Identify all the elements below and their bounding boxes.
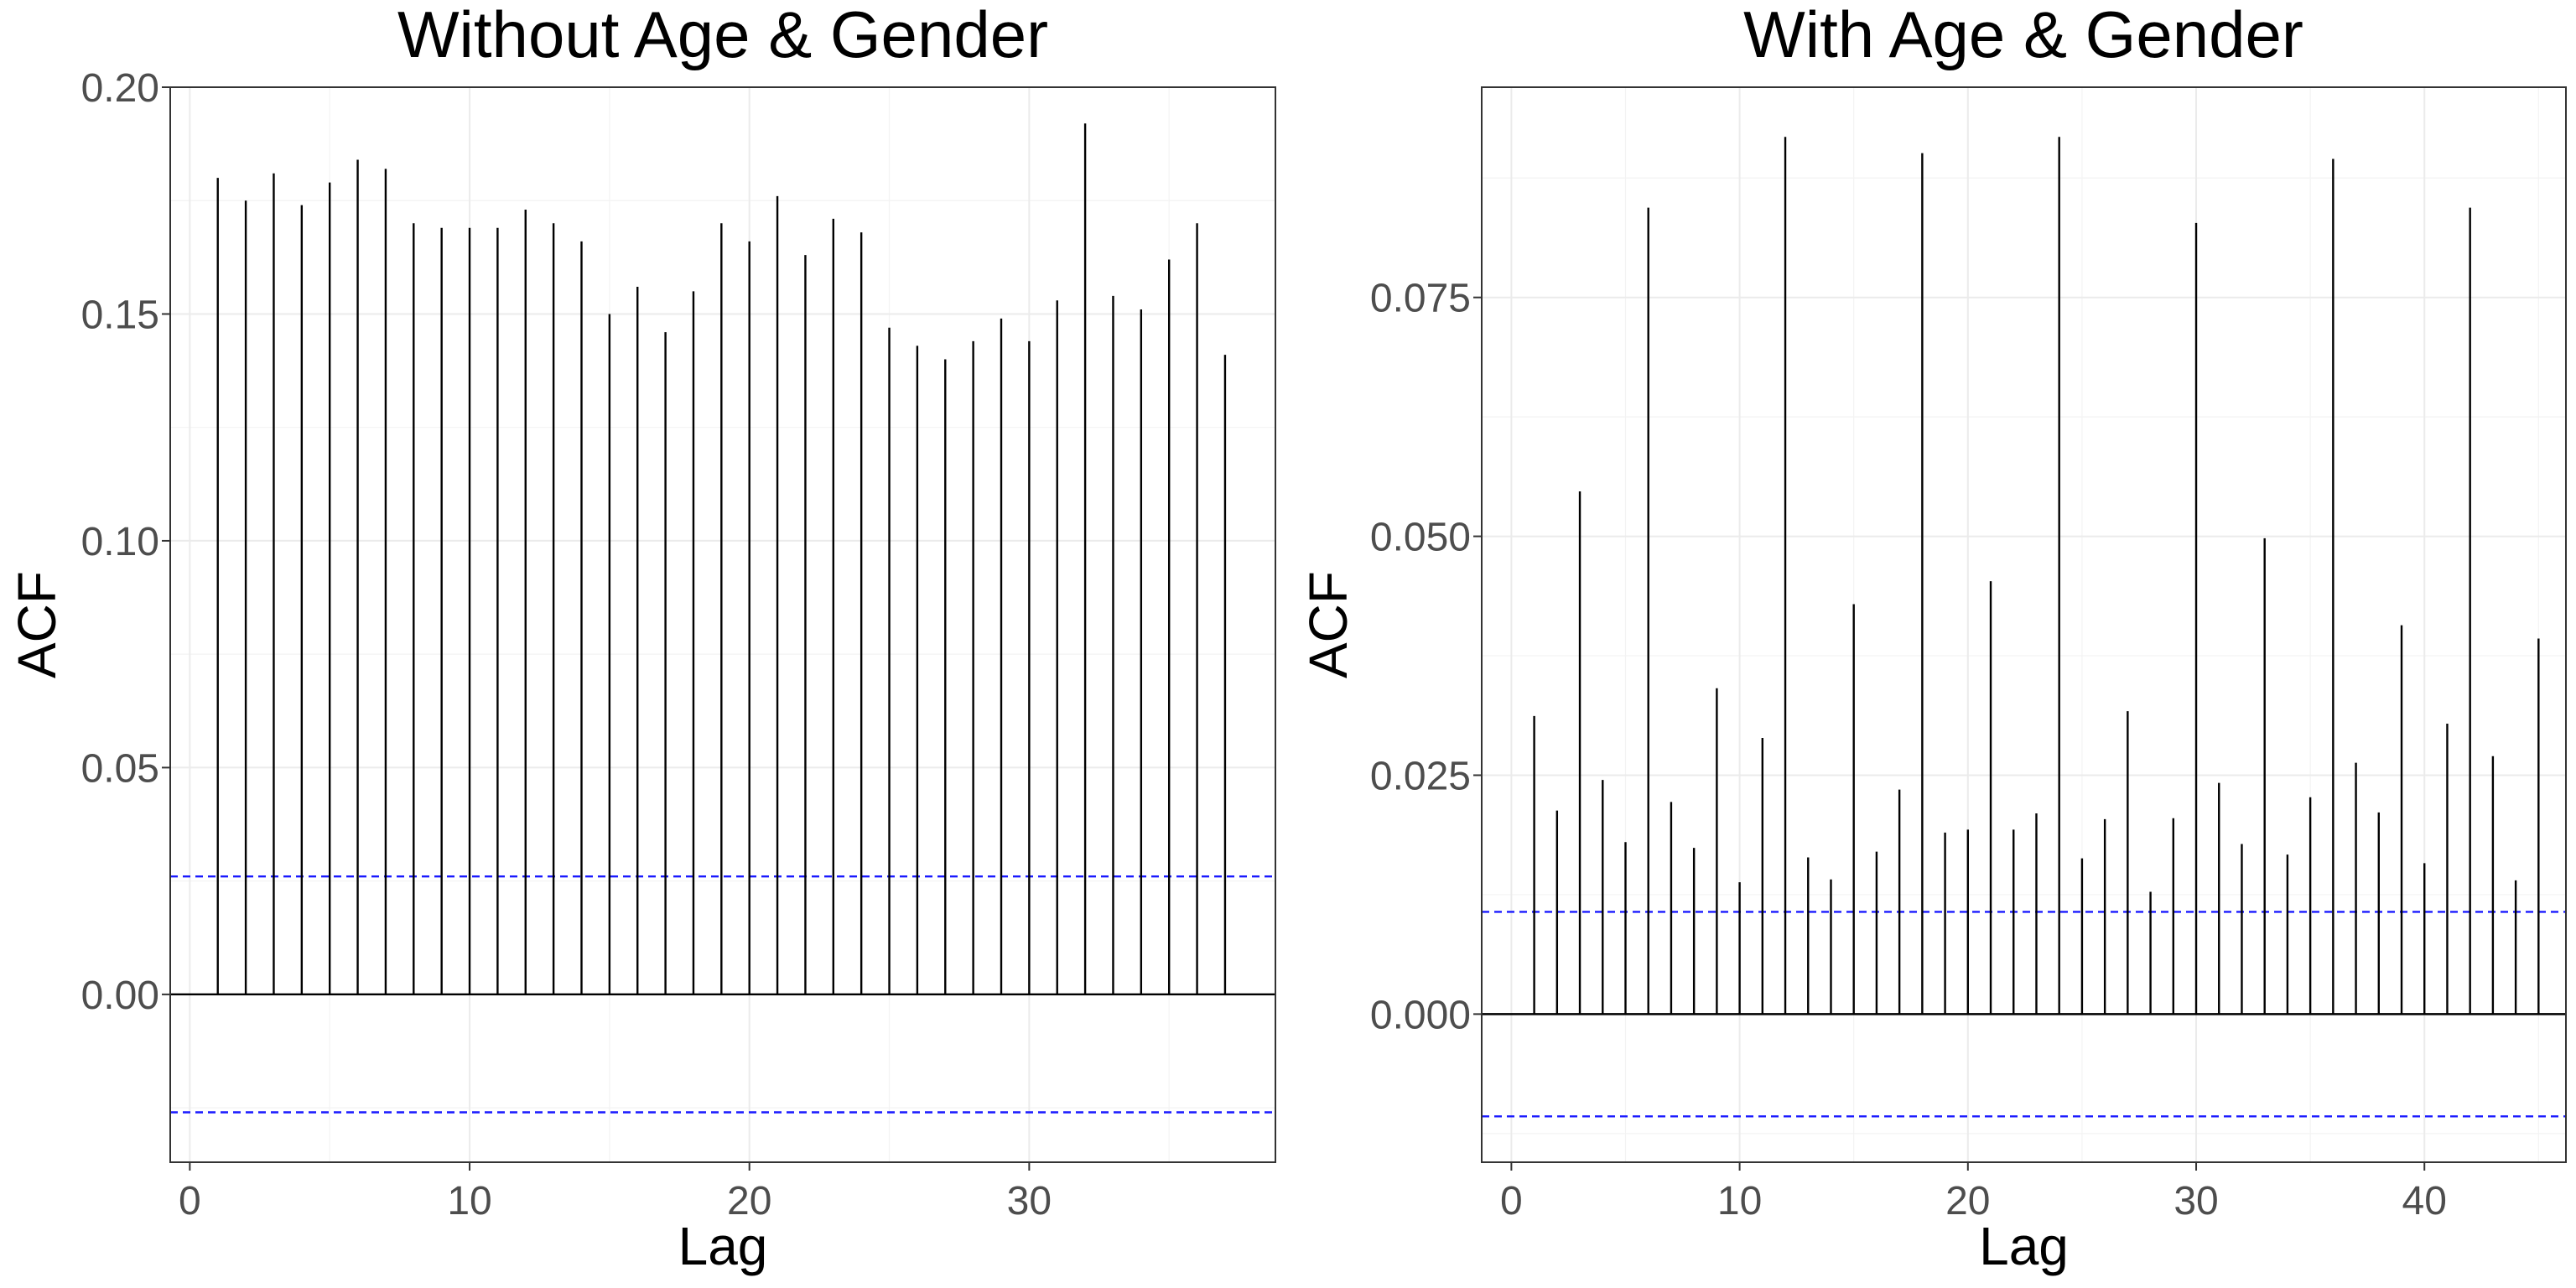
x-tick-label: 10 [447, 1179, 491, 1223]
x-tick-label: 20 [1945, 1179, 1990, 1223]
chart-title: Without Age & Gender [397, 0, 1048, 71]
y-tick-label: 0.15 [81, 293, 159, 337]
x-tick-label: 0 [179, 1179, 201, 1223]
x-tick-label: 30 [2174, 1179, 2218, 1223]
x-tick-label: 0 [1500, 1179, 1523, 1223]
y-tick-label: 0.075 [1370, 277, 1471, 321]
x-tick-label: 10 [1717, 1179, 1762, 1223]
y-tick-label: 0.20 [81, 66, 159, 111]
x-tick-label: 30 [1007, 1179, 1052, 1223]
panel-border [1481, 86, 2567, 1163]
y-axis-title: ACF [7, 571, 67, 678]
chart-panel-right: 0 10 20 30 40 0.000 0.025 0.050 0.075 With Age & … [1298, 0, 2567, 1276]
y-axis-title: ACF [1298, 571, 1358, 678]
chart-title: With Age & Gender [1743, 0, 2303, 71]
y-tick-label: 0.050 [1370, 516, 1471, 560]
x-tick-label: 40 [2402, 1179, 2447, 1223]
chart-panel-left: 0 10 20 30 0.00 0.05 0.10 0.15 0.20 Without Age &… [7, 0, 1276, 1276]
x-tick-label: 20 [727, 1179, 771, 1223]
panel-border [169, 86, 1276, 1163]
y-tick-label: 0.05 [81, 746, 159, 791]
x-axis-title: Lag [1979, 1216, 2069, 1276]
y-tick-label: 0.025 [1370, 754, 1471, 798]
x-axis-title: Lag [678, 1216, 768, 1276]
y-tick-label: 0.000 [1370, 993, 1471, 1037]
y-tick-label: 0.10 [81, 520, 159, 564]
y-tick-label: 0.00 [81, 974, 159, 1018]
